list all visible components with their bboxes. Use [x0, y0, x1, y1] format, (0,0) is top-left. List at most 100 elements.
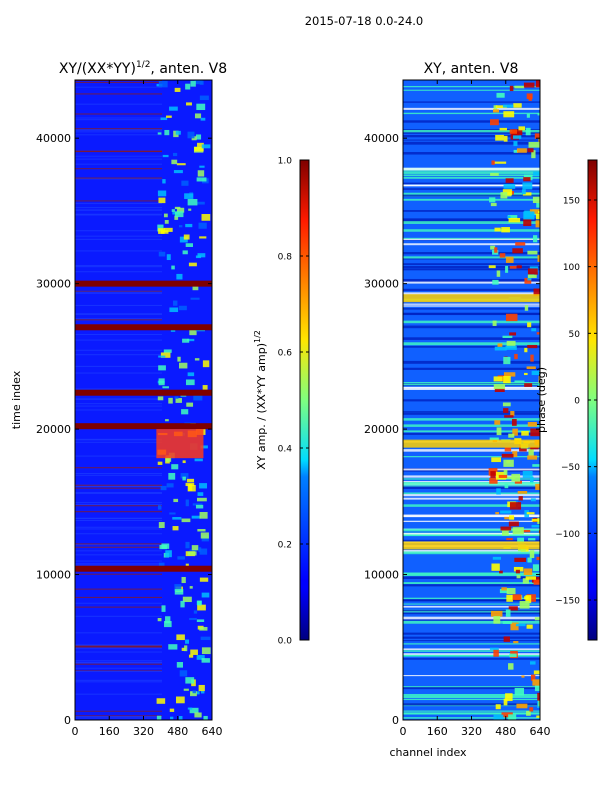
- left-texture-blob: [172, 152, 178, 157]
- left-texture-blob: [174, 215, 179, 220]
- left-texture-blob: [172, 517, 182, 520]
- right-texture-blob: [507, 215, 518, 219]
- left-texture-blob: [197, 492, 204, 496]
- right-texture-blob: [510, 622, 519, 631]
- right-texture-blob: [501, 453, 514, 458]
- right-texture-blob: [503, 111, 515, 118]
- right-texture-blob: [503, 356, 511, 365]
- left-texture-blob: [197, 604, 206, 611]
- left-xtick-label: 480: [167, 725, 188, 738]
- right-texture-blob: [514, 353, 518, 360]
- left-texture-blob: [203, 715, 208, 720]
- left-texture-line: [75, 80, 162, 82]
- right-texture-line: [403, 89, 540, 91]
- left-texture-line: [75, 388, 162, 390]
- left-texture-blob: [194, 113, 202, 119]
- right-texture-blob: [495, 512, 500, 515]
- left-texture-blob: [199, 511, 208, 519]
- right-texture-blob: [491, 610, 503, 617]
- right-texture-line: [403, 710, 540, 712]
- right-texture-line: [403, 382, 540, 384]
- right-texture-blob: [528, 538, 536, 541]
- left-texture-line: [75, 492, 162, 494]
- right-texture-blob: [535, 213, 540, 220]
- right-texture-line: [403, 257, 540, 260]
- right-texture-line: [403, 572, 540, 575]
- right-texture-blob: [515, 623, 526, 627]
- right-texture-blob: [531, 150, 536, 159]
- left-texture-line: [75, 207, 162, 209]
- left-texture-blob: [201, 691, 205, 694]
- right-texture-blob: [516, 575, 521, 579]
- left-texture-line: [75, 485, 162, 487]
- left-texture-blob: [181, 576, 186, 584]
- left-texture-blob: [189, 617, 197, 621]
- left-texture-blob: [182, 250, 188, 255]
- right-texture-blob: [523, 568, 533, 576]
- right-texture-blob: [533, 171, 540, 176]
- right-texture-line: [403, 292, 540, 295]
- left-texture-blob: [170, 329, 176, 332]
- right-texture-blob: [538, 375, 540, 384]
- left-ytick-label: 20000: [36, 423, 71, 436]
- right-texture-blob: [524, 277, 532, 284]
- left-texture-blob: [196, 103, 206, 111]
- left-texture-blob: [201, 592, 210, 598]
- right-texture-line: [403, 303, 540, 305]
- right-texture-line: [403, 480, 540, 483]
- right-texture-blob: [500, 526, 512, 531]
- left-texture-blob: [180, 473, 189, 479]
- right-texture-blob: [522, 470, 533, 478]
- right-texture-blob: [506, 594, 513, 602]
- left-chart: XY/(XX*YY)1/2, anten. V8 0 160 320 480 640 0 1…: [10, 60, 227, 738]
- left-texture-line: [75, 679, 162, 681]
- right-texture-blob: [524, 372, 528, 376]
- left-texture-blob: [187, 198, 198, 206]
- left-ytick-label: 10000: [36, 569, 71, 582]
- left-texture-line: [75, 438, 162, 440]
- left-cbar-tick-label: 0.0: [278, 637, 293, 647]
- left-texture-line: [75, 134, 162, 136]
- left-texture-line: [75, 615, 162, 617]
- left-texture-line: [75, 291, 162, 293]
- right-texture-blob: [491, 160, 495, 165]
- left-texture-blob: [175, 130, 181, 135]
- left-texture-blob: [185, 499, 189, 507]
- right-texture-line: [403, 342, 540, 346]
- right-texture-blob: [531, 518, 540, 522]
- left-texture-blob: [178, 716, 183, 720]
- right-texture-line: [403, 256, 540, 259]
- left-texture-blob: [188, 262, 197, 267]
- right-texture-blob: [491, 563, 500, 571]
- right-texture-line: [403, 654, 540, 657]
- right-texture-blob: [506, 340, 516, 348]
- left-texture-line: [75, 560, 162, 562]
- left-texture-line: [75, 632, 162, 634]
- left-texture-blob: [166, 254, 171, 261]
- right-texture-blob: [532, 679, 540, 686]
- right-texture-blob: [524, 305, 529, 311]
- right-texture-line: [403, 576, 540, 580]
- right-texture-line: [403, 432, 540, 435]
- left-texture-line: [75, 372, 162, 374]
- right-texture-line: [403, 658, 540, 660]
- left-texture-blob: [164, 220, 169, 224]
- left-texture-line: [75, 304, 162, 306]
- left-texture-blob: [179, 670, 188, 677]
- left-texture-blob: [194, 146, 204, 152]
- right-texture-line: [403, 182, 540, 185]
- left-texture-blob: [199, 626, 208, 631]
- right-texture-line: [403, 238, 540, 241]
- left-texture-line: [75, 349, 162, 351]
- left-texture-line: [75, 564, 162, 566]
- right-texture-blob: [516, 703, 528, 709]
- left-texture-blob: [183, 234, 190, 240]
- right-texture-blob: [510, 410, 515, 416]
- right-texture-line: [403, 485, 540, 487]
- left-texture-line: [75, 550, 162, 552]
- left-texture-line: [75, 128, 162, 130]
- right-cbar-tick-label: −100: [555, 530, 580, 540]
- left-texture-line: [75, 651, 162, 653]
- left-colorbar: 0.0 0.2 0.4 0.6 0.8 1.0 XY amp. / (XX*YY amp)…: [253, 157, 310, 647]
- right-xtick-label: 0: [400, 725, 407, 738]
